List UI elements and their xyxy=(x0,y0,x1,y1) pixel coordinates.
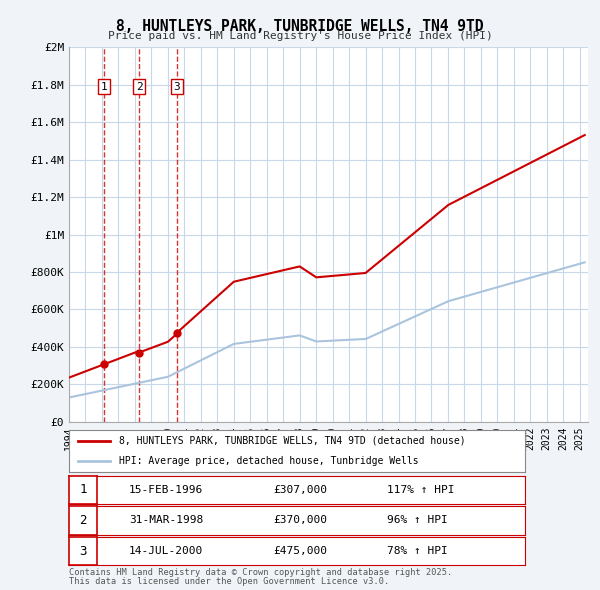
Text: £370,000: £370,000 xyxy=(273,516,327,525)
Text: 3: 3 xyxy=(173,81,180,91)
Text: 117% ↑ HPI: 117% ↑ HPI xyxy=(387,485,455,494)
Text: HPI: Average price, detached house, Tunbridge Wells: HPI: Average price, detached house, Tunb… xyxy=(119,455,419,466)
Text: 15-FEB-1996: 15-FEB-1996 xyxy=(129,485,203,494)
Text: 8, HUNTLEYS PARK, TUNBRIDGE WELLS, TN4 9TD: 8, HUNTLEYS PARK, TUNBRIDGE WELLS, TN4 9… xyxy=(116,19,484,34)
Text: £475,000: £475,000 xyxy=(273,546,327,556)
Text: 78% ↑ HPI: 78% ↑ HPI xyxy=(387,546,448,556)
Text: 1: 1 xyxy=(101,81,107,91)
Text: 2: 2 xyxy=(79,514,86,527)
Text: £307,000: £307,000 xyxy=(273,485,327,494)
Text: This data is licensed under the Open Government Licence v3.0.: This data is licensed under the Open Gov… xyxy=(69,578,389,586)
Text: 8, HUNTLEYS PARK, TUNBRIDGE WELLS, TN4 9TD (detached house): 8, HUNTLEYS PARK, TUNBRIDGE WELLS, TN4 9… xyxy=(119,436,466,446)
Text: 14-JUL-2000: 14-JUL-2000 xyxy=(129,546,203,556)
Text: 96% ↑ HPI: 96% ↑ HPI xyxy=(387,516,448,525)
Text: 2: 2 xyxy=(136,81,142,91)
Text: Price paid vs. HM Land Registry's House Price Index (HPI): Price paid vs. HM Land Registry's House … xyxy=(107,31,493,41)
Text: 3: 3 xyxy=(79,545,86,558)
Text: 31-MAR-1998: 31-MAR-1998 xyxy=(129,516,203,525)
Text: 1: 1 xyxy=(79,483,86,496)
Text: Contains HM Land Registry data © Crown copyright and database right 2025.: Contains HM Land Registry data © Crown c… xyxy=(69,568,452,577)
